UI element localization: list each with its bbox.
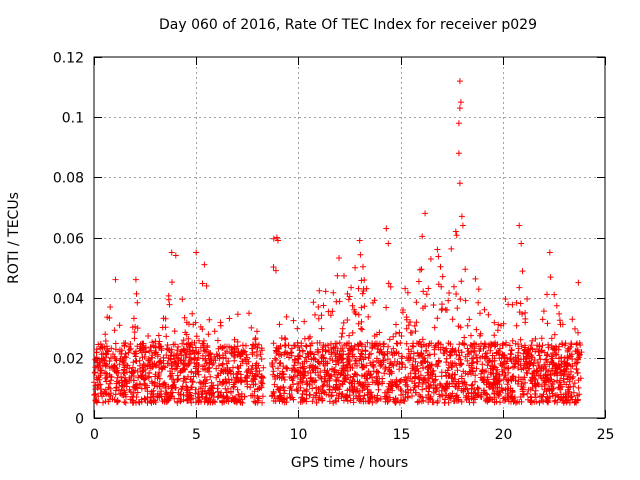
y-tick-label-1: 0.02	[53, 352, 84, 368]
y-axis-label: ROTI / TECUs	[6, 192, 22, 284]
roti-points	[91, 78, 585, 406]
y-tick-label-4: 0.08	[53, 171, 84, 187]
y-tick-label-2: 0.04	[53, 292, 84, 308]
x-tick-label-2: 10	[290, 427, 308, 443]
x-axis-label: GPS time / hours	[290, 455, 409, 471]
x-tick-label-1: 5	[192, 427, 201, 443]
x-tick-label-4: 20	[495, 427, 513, 443]
y-tick-label-0: 0	[75, 412, 84, 428]
chart-title: Day 060 of 2016, Rate Of TEC Index for r…	[159, 17, 537, 33]
axis-ticks: 0 5 10 15 20 25 0 0.02 0.04 0.06 0.08 0.1 0.12	[53, 51, 615, 444]
x-tick-label-0: 0	[90, 427, 99, 443]
y-tick-label-5: 0.1	[62, 111, 84, 127]
plot-frame	[93, 56, 606, 419]
data-points	[91, 78, 585, 406]
y-tick-label-3: 0.06	[53, 232, 84, 248]
x-tick-label-5: 25	[597, 427, 615, 443]
x-tick-label-3: 15	[393, 427, 411, 443]
y-tick-label-6: 0.12	[53, 51, 84, 67]
